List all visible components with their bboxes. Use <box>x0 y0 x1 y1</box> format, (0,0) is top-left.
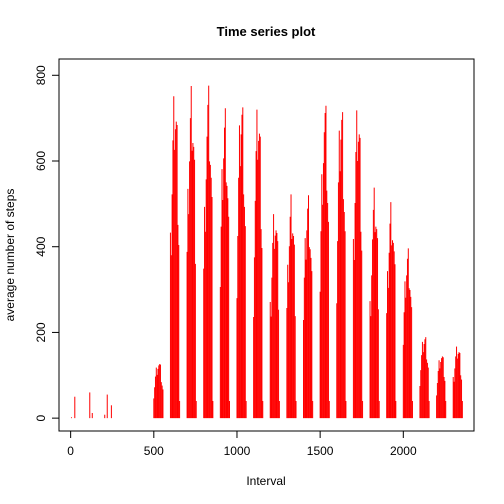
x-tick-label: 1500 <box>307 444 334 458</box>
y-tick-label: 200 <box>34 322 48 342</box>
y-tick-label: 0 <box>34 414 48 421</box>
x-tick-label: 500 <box>144 444 164 458</box>
axes-layer: 0 500 1000 1500 2000 0 200 400 600 800 <box>34 58 475 458</box>
y-tick-label: 600 <box>34 151 48 171</box>
x-tick-label: 2000 <box>390 444 417 458</box>
y-tick-label: 800 <box>34 65 48 85</box>
series-layer <box>70 85 463 419</box>
x-tick-label: 0 <box>67 444 74 458</box>
x-axis-label: Interval <box>246 474 285 488</box>
y-axis-label: average number of steps <box>3 189 17 322</box>
chart-title: Time series plot <box>217 24 316 39</box>
x-tick-label: 1000 <box>224 444 251 458</box>
y-tick-label: 400 <box>34 236 48 256</box>
